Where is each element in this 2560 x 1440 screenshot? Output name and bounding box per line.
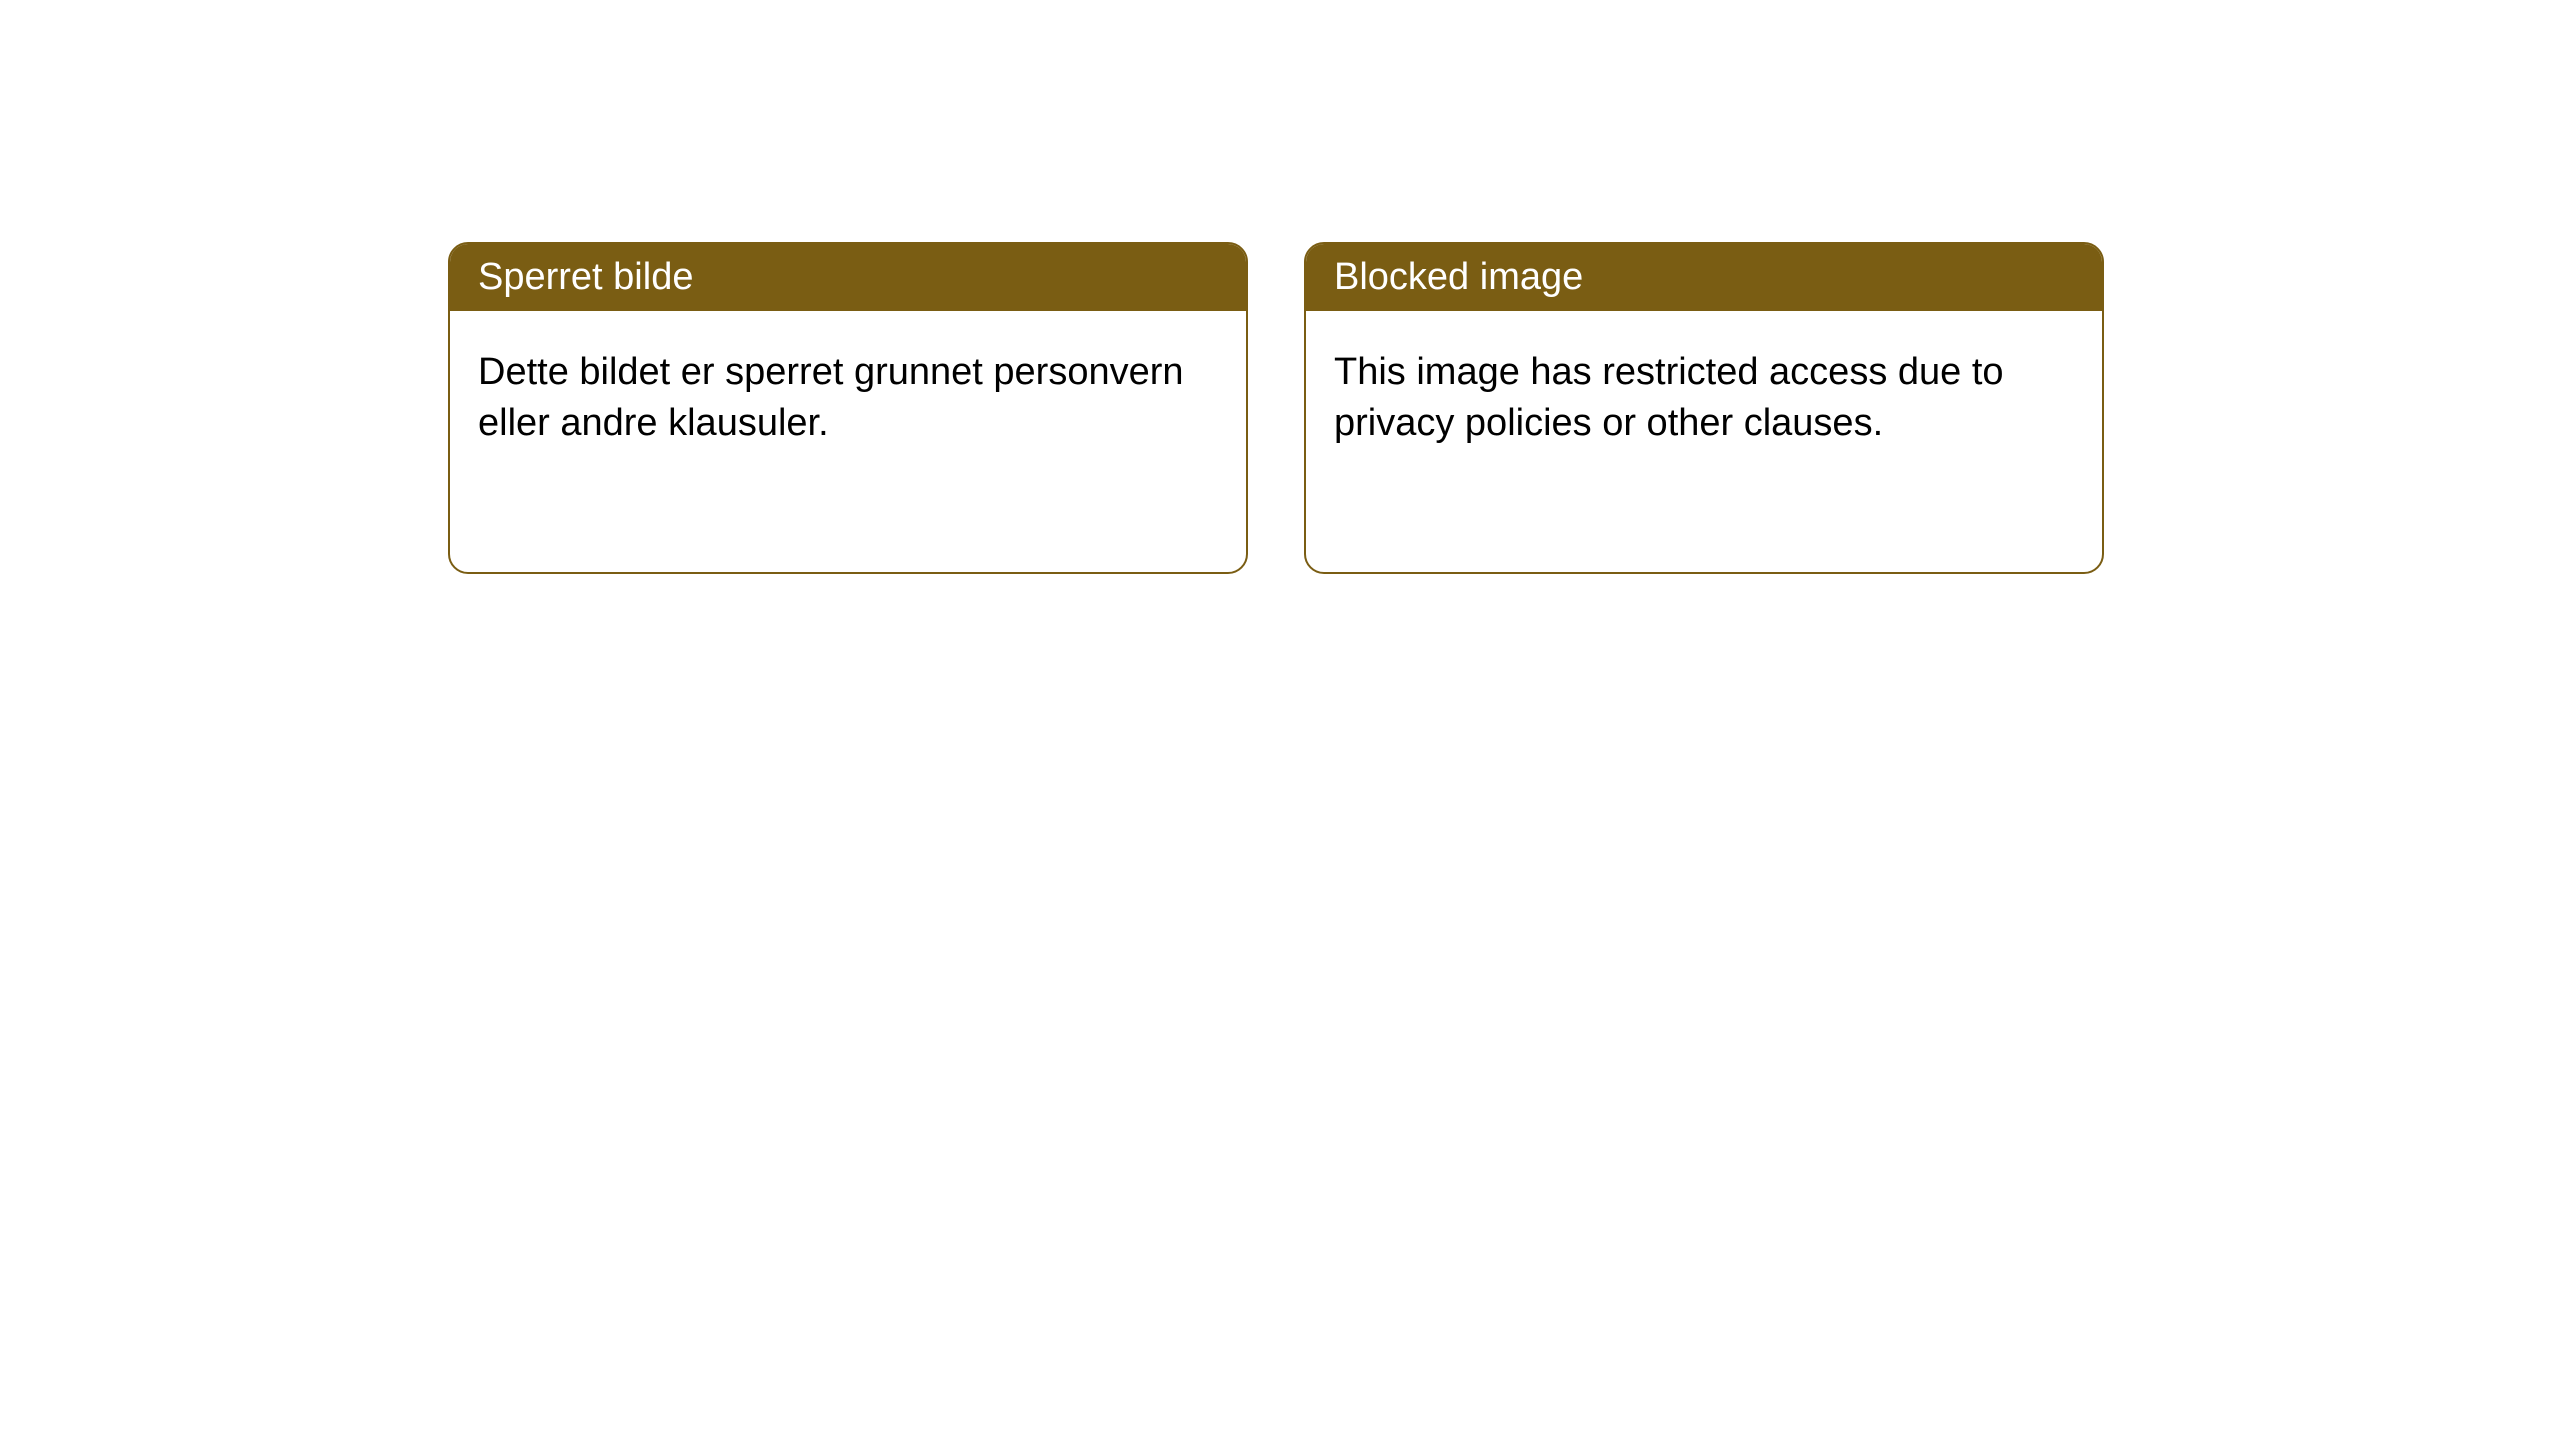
card-body-text: Dette bildet er sperret grunnet personve… bbox=[478, 351, 1184, 444]
card-body: Dette bildet er sperret grunnet personve… bbox=[450, 311, 1246, 486]
notice-card-english: Blocked image This image has restricted … bbox=[1304, 242, 2104, 574]
card-body: This image has restricted access due to … bbox=[1306, 311, 2102, 486]
card-title: Sperret bilde bbox=[478, 256, 693, 298]
card-header: Sperret bilde bbox=[450, 244, 1246, 311]
card-body-text: This image has restricted access due to … bbox=[1334, 351, 2004, 444]
notice-card-norwegian: Sperret bilde Dette bildet er sperret gr… bbox=[448, 242, 1248, 574]
card-header: Blocked image bbox=[1306, 244, 2102, 311]
notice-container: Sperret bilde Dette bildet er sperret gr… bbox=[0, 0, 2560, 574]
card-title: Blocked image bbox=[1334, 256, 1583, 298]
